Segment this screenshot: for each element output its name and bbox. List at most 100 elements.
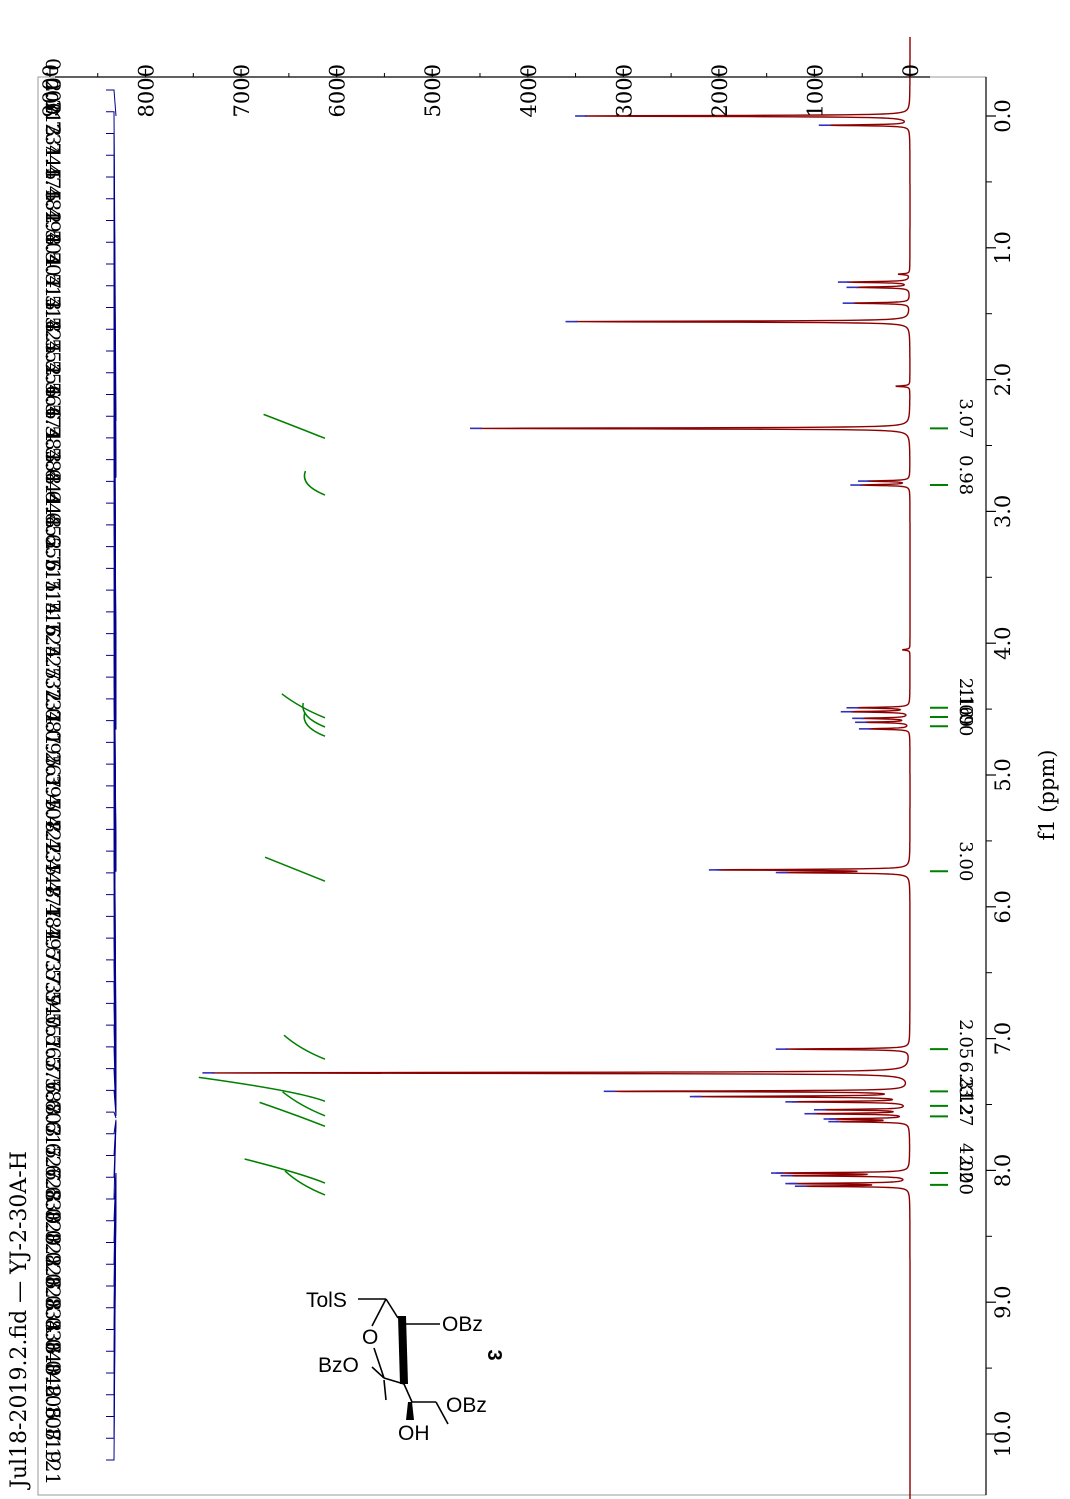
integral-value: 3.07	[955, 398, 976, 438]
integral-curve	[263, 413, 326, 440]
integral-value: 1.00	[955, 696, 976, 736]
molecule-label-obz-top: OBz	[442, 1313, 483, 1336]
peak-label: 4.525	[41, 297, 65, 354]
intensity-tick-label: 0	[899, 64, 923, 77]
peak-label: 5.734	[41, 667, 65, 724]
spectrum-trace	[211, 36, 911, 1499]
ppm-tick-label: 5.0	[991, 758, 1015, 791]
peak-label: 5.714	[41, 558, 65, 615]
integral-curve	[259, 1101, 326, 1128]
peak-label: 0.000	[41, 58, 65, 115]
ppm-tick-label: 0.0	[991, 99, 1015, 132]
peak-label: 8.028	[41, 1254, 65, 1311]
integral-value: 2.05	[955, 1019, 976, 1059]
molecule-structure	[358, 1298, 449, 1425]
peak-label: 8.034	[41, 1276, 65, 1333]
integral-value: 3.00	[955, 841, 976, 881]
peak-label: 7.435	[41, 819, 65, 876]
peak-label-leader	[106, 546, 117, 730]
peak-label: 4.513	[41, 254, 65, 311]
ppm-tick-label: 8.0	[991, 1154, 1015, 1187]
peak-label-leader	[106, 1089, 117, 1117]
ppm-tick-label: 4.0	[991, 626, 1015, 659]
integral-values: 3.07 0.98 2.161.091.00 3.00 2.056.312.123.27…	[930, 398, 976, 1195]
peak-label: 7.497	[41, 906, 65, 963]
peak-label: 4.482	[41, 167, 65, 224]
peak-label-leader	[106, 1068, 117, 1115]
peak-label: 2.731	[41, 101, 65, 158]
intensity-tick-label: 9000	[39, 64, 63, 117]
peak-label: 4.656	[41, 515, 65, 572]
ppm-tick-label: 2.0	[991, 363, 1015, 396]
molecule-label-ring-o: O	[362, 1326, 378, 1349]
peak-label-leader	[106, 1119, 117, 1135]
peak-label: 8.026	[41, 1232, 65, 1289]
integral-value: 3.27	[955, 1086, 976, 1126]
peak-label: 4.507	[41, 232, 65, 289]
plot-frame	[37, 76, 987, 1496]
peak-label: 7.551	[41, 993, 65, 1050]
peak-label: 4.648	[41, 471, 65, 528]
peak-label-leader	[106, 1111, 117, 1119]
peak-label-leader	[106, 1186, 117, 1461]
integral-curve	[264, 856, 326, 882]
peak-label: 7.408	[41, 776, 65, 833]
peak-label: 8.119	[41, 1406, 65, 1463]
peak-label: 7.563	[41, 1015, 65, 1072]
ppm-tick-label: 6.0	[991, 890, 1015, 923]
peak-label: 2.313	[41, 80, 65, 137]
peak-label: 7.615	[41, 1102, 65, 1159]
peak-label: 5.716	[41, 580, 65, 637]
peak-label: 4.644	[41, 449, 65, 506]
integral-value: 1.09	[955, 687, 976, 727]
peak-label: 7.081	[41, 689, 65, 746]
integral-value: 2.00	[955, 1155, 976, 1195]
peak-label: 5.727	[41, 623, 65, 680]
peak-label-leader	[106, 698, 117, 872]
integral-value: 2.12	[955, 1076, 976, 1116]
peak-label: 5.711	[41, 536, 65, 593]
peak-label: 7.588	[41, 1058, 65, 1115]
peak-label: 7.471	[41, 863, 65, 920]
peak-label: 7.630	[41, 1167, 65, 1224]
ppm-tick-label: 9.0	[991, 1285, 1015, 1318]
peak-label: 8.105	[41, 1363, 65, 1420]
integral-value: 2.16	[955, 678, 976, 718]
integral-curve	[303, 711, 326, 737]
peak-label: 4.588	[41, 428, 65, 485]
integral-curve	[303, 470, 326, 496]
peak-markers	[202, 115, 871, 1188]
peak-label: 7.448	[41, 841, 65, 898]
intensity-tick-label: 5000	[421, 64, 445, 117]
intensity-tick-label: 8000	[135, 64, 159, 117]
peak-label: 7.539	[41, 950, 65, 1007]
peak-label: 7.626	[41, 1124, 65, 1181]
peak-label-leader	[106, 154, 117, 478]
integral-curve	[281, 693, 326, 719]
ppm-tick-label: 3.0	[991, 495, 1015, 528]
peak-label: 7.095	[41, 710, 65, 767]
peak-label: 7.537	[41, 928, 65, 985]
ppm-tick-label: 10.0	[991, 1411, 1015, 1458]
peak-label: 8.107	[41, 1385, 65, 1442]
spectrum-title: Jul18-2019.2.fid — YJ-2-30A-H	[7, 1151, 32, 1490]
integral-curve	[198, 1076, 326, 1103]
integral-curve	[283, 1034, 326, 1060]
peak-label-leader	[106, 1121, 117, 1200]
peak-label: 8.020	[41, 1189, 65, 1246]
peak-label: 4.652	[41, 493, 65, 550]
peak-label: 5.732	[41, 645, 65, 702]
intensity-tick-label: 1000	[803, 64, 827, 117]
axis-ticks: 9000 8000 7000 6000 5000 4000 3000 2000 1000 0 0.0…	[39, 64, 1015, 1457]
peak-label-list: 0.0002.3132.7312.7454.4754.4824.4984.504…	[41, 58, 117, 1485]
peak-label: 4.504	[41, 210, 65, 267]
peak-label: 2.745	[41, 123, 65, 180]
intensity-tick-label: 3000	[612, 64, 636, 117]
peak-label: 7.628	[41, 1145, 65, 1202]
integral-curve	[282, 1091, 326, 1117]
peak-label: 4.518	[41, 275, 65, 332]
integral-value: 0.98	[955, 455, 976, 495]
peak-label: 8.121	[41, 1428, 65, 1485]
peak-label: 4.552	[41, 319, 65, 376]
peak-label: 4.498	[41, 188, 65, 245]
